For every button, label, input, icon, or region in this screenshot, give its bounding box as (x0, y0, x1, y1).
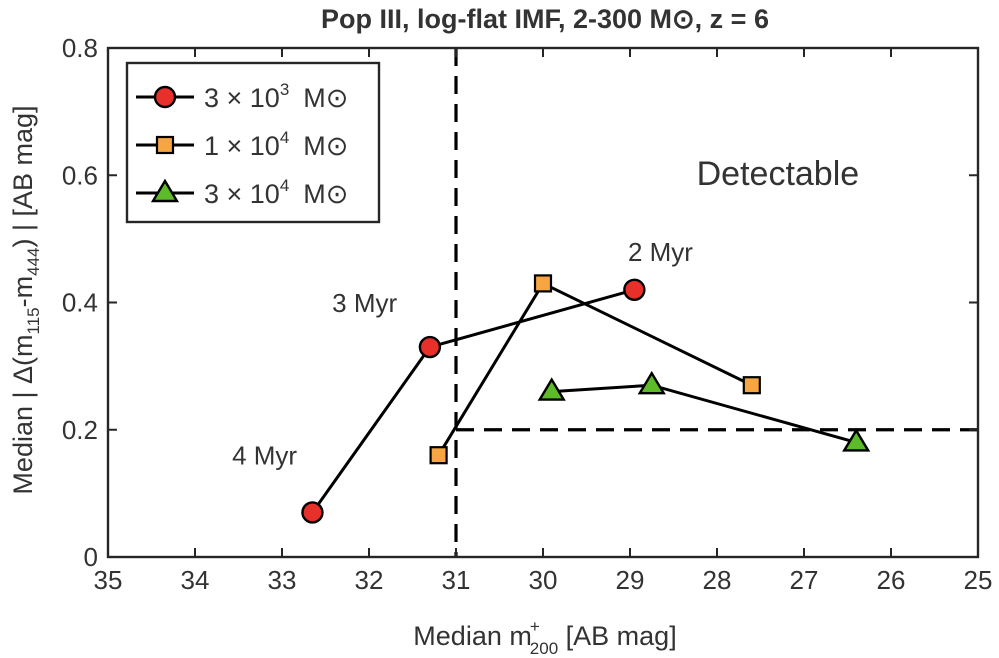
x-tick-label: 27 (790, 565, 819, 595)
data-point (842, 428, 871, 452)
data-point (637, 370, 666, 395)
series-2 (429, 274, 761, 465)
legend-marker (150, 178, 180, 203)
y-axis-label: Median | Δ(m115-m444) | [AB mag] (8, 105, 43, 494)
detectable-label: Detectable (697, 155, 860, 193)
x-tick-label: 35 (94, 565, 123, 595)
legend-label: 1 × 104 M⊙ (204, 128, 348, 161)
legend-marker (153, 85, 177, 109)
legend-label-base: 3 × 10 (204, 83, 280, 113)
data-point (429, 446, 448, 465)
data-point (742, 376, 761, 395)
legend-label-exp: 4 (280, 176, 289, 195)
legend-label-base: 3 × 10 (204, 179, 280, 209)
legend-label-unit: M⊙ (303, 131, 348, 161)
y-axis-label-mid: -m (8, 276, 38, 307)
x-axis-label-sub: 200 (530, 639, 558, 658)
series-3 (537, 370, 871, 452)
y-axis-label-suffix: ) | [AB mag] (8, 105, 38, 247)
data-point (418, 335, 442, 359)
data-point (533, 274, 553, 293)
x-tick-label: 32 (355, 565, 384, 595)
age-label: 2 Myr (628, 237, 693, 267)
x-axis-label-suffix: [AB mag] (558, 621, 677, 651)
series-1 (301, 278, 646, 524)
x-tick-label: 30 (529, 565, 558, 595)
y-axis-label-sub1: 115 (24, 307, 43, 334)
data-point (537, 377, 566, 401)
data-point (301, 501, 324, 524)
legend-label-base: 1 × 10 (204, 131, 280, 161)
x-tick-label: 34 (181, 565, 210, 595)
y-axis-label-prefix: Median | Δ(m (8, 334, 38, 494)
x-tick-label: 31 (442, 565, 471, 595)
legend-label: 3 × 103 M⊙ (204, 80, 348, 113)
legend-label-exp: 3 (280, 80, 289, 99)
x-tick-label: 28 (703, 565, 732, 595)
y-tick-label: 0.6 (62, 160, 98, 190)
legend-label-unit: M⊙ (303, 179, 348, 209)
y-tick-label: 0 (84, 542, 98, 572)
x-tick-label: 29 (616, 565, 645, 595)
chart-title: Pop III, log-flat IMF, 2-300 M⊙, z = 6 (321, 4, 769, 34)
axes-box (106, 46, 980, 559)
x-tick-label: 33 (268, 565, 297, 595)
legend: 3 × 103 M⊙1 × 104 M⊙3 × 104 M⊙ (125, 61, 381, 224)
y-tick-label: 0.2 (62, 415, 98, 445)
legend-label-unit: M⊙ (303, 83, 348, 113)
age-label: 3 Myr (332, 288, 397, 318)
x-axis-label: Median m+ 200 [AB mag] (413, 617, 676, 658)
age-label: 4 Myr (232, 441, 297, 471)
legend-label-exp: 4 (280, 128, 289, 147)
y-axis-label-sub2: 444 (24, 248, 43, 276)
x-tick-label: 26 (877, 565, 906, 595)
x-axis-label-prefix: Median m (413, 621, 532, 651)
y-tick-label: 0.4 (62, 288, 98, 318)
legend-label: 3 × 104 M⊙ (204, 176, 348, 209)
y-tick-label: 0.8 (62, 33, 98, 63)
data-point (623, 278, 646, 301)
x-tick-label: 25 (964, 565, 993, 595)
x-axis-label-sup: + (530, 617, 540, 636)
legend-marker (155, 135, 175, 155)
